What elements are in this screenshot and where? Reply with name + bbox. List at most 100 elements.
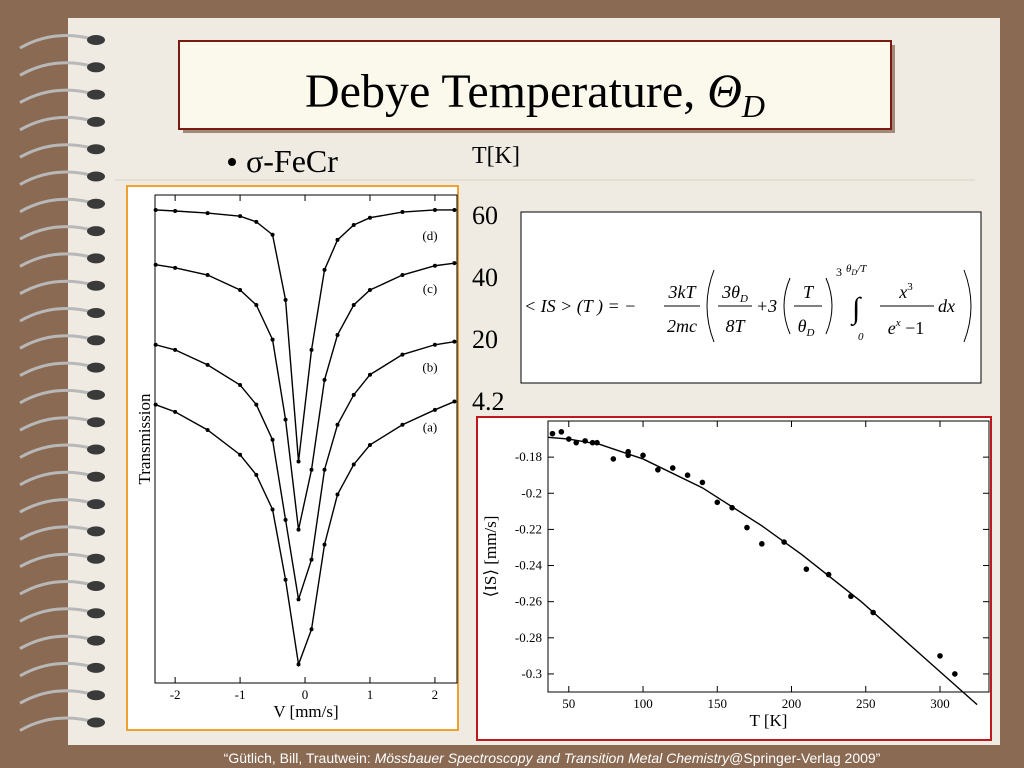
plot-area: [547, 420, 990, 693]
spectrum-point: [270, 507, 275, 512]
spectrum-point: [367, 372, 372, 377]
y-tick-label: -0.24: [515, 558, 543, 573]
spectrum-point: [270, 337, 275, 342]
title-box: [178, 40, 892, 130]
formula-upper: θD/T: [846, 263, 867, 277]
spectrum-point: [309, 627, 314, 632]
charts: -2 -1 0 1 2 V [mm/s] Transmission (d) (c) (b) (a) 5…: [135, 194, 990, 730]
ring-hole: [87, 662, 105, 673]
ring-hole: [87, 635, 105, 646]
x-tick-label: 50: [562, 696, 575, 711]
spectrum-point: [270, 232, 275, 237]
x-tick-label: 2: [432, 687, 439, 702]
paren: [825, 277, 833, 335]
binder: [19, 34, 105, 732]
upper-rest: /T: [856, 263, 867, 275]
ring-hole: [87, 116, 105, 127]
spectrum-point: [283, 517, 288, 522]
y-axis-label: ⟨IS⟩ [mm/s]: [481, 516, 500, 598]
spectrum-point: [322, 377, 327, 382]
ring-hole: [87, 362, 105, 373]
temperature: 60: [472, 201, 498, 230]
formula-plus: +3: [756, 296, 777, 316]
bullet-text: σ-FeCr: [246, 143, 338, 179]
ring-hole: [87, 690, 105, 701]
spectrum-point: [254, 219, 259, 224]
spectrum-point: [351, 462, 356, 467]
y-tick-label: -0.28: [515, 630, 542, 645]
spectrum-point: [205, 427, 210, 432]
spectrum-point: [254, 402, 259, 407]
spectrum-point: [238, 452, 243, 457]
x-tick-label: 300: [930, 696, 950, 711]
ring-hole: [87, 335, 105, 346]
ring-hole: [87, 280, 105, 291]
ring-hole: [87, 444, 105, 455]
spectrum-point: [173, 265, 178, 270]
spectrum-point: [400, 352, 405, 357]
data-point: [655, 466, 661, 473]
ring-hole: [87, 499, 105, 510]
spectrum-point: [296, 662, 301, 667]
spectrum-point: [254, 302, 259, 307]
spectrum-point: [296, 527, 301, 532]
bullet-dot: [228, 158, 236, 166]
data-point: [952, 671, 958, 677]
spectrum-point: [335, 332, 340, 337]
den-sub: D: [805, 327, 814, 339]
spectrum-line: [155, 209, 455, 462]
x-tick-label: 100: [633, 696, 653, 711]
ring-hole: [87, 253, 105, 264]
spectrum-point: [205, 362, 210, 367]
spectrum-point: [335, 422, 340, 427]
paren: [963, 269, 972, 343]
y-axis-label: Transmission: [135, 393, 154, 485]
spectrum-point: [238, 383, 243, 388]
spectrum-point: [238, 288, 243, 293]
formula-lower: 0: [858, 331, 864, 343]
data-point: [640, 452, 646, 459]
spectrum-point: [309, 467, 314, 472]
x-tick-label: 200: [782, 696, 802, 711]
spectrum-point: [309, 347, 314, 352]
y-tick-label: -0.18: [515, 449, 542, 464]
num: x: [898, 282, 907, 302]
ring-hole: [87, 226, 105, 237]
ring-hole: [87, 89, 105, 100]
curve-label: (b): [422, 360, 437, 375]
formula-num: 3θD: [721, 282, 748, 305]
data-point: [744, 524, 750, 531]
data-point: [549, 430, 556, 437]
spectrum-point: [367, 442, 372, 447]
ring-hole: [87, 198, 105, 209]
den: θ: [798, 316, 807, 336]
spectrum-point: [238, 214, 243, 219]
data-point: [937, 653, 943, 659]
upper-sub: D: [850, 268, 857, 277]
spectrum-line: [155, 400, 455, 668]
spectrum-point: [205, 273, 210, 278]
temperature-header: T[K]: [472, 143, 520, 169]
chart-frame: [476, 416, 992, 741]
curve-label: (d): [422, 228, 437, 243]
spectrum-point: [173, 409, 178, 414]
footer-book: Mössbauer Spectroscopy and Transition Me…: [375, 750, 731, 766]
spectrum-point: [173, 347, 178, 352]
x-tick-label: 250: [856, 696, 876, 711]
den-rest: −1: [901, 318, 925, 338]
spectrum-point: [322, 542, 327, 547]
data-point: [825, 571, 832, 578]
y-tick-label: -0.2: [521, 485, 542, 500]
x-tick-label: -1: [235, 687, 246, 702]
data-point: [803, 566, 810, 572]
spectrum-point: [452, 207, 457, 212]
spectrum-point: [283, 577, 288, 582]
plot-area: [154, 194, 458, 684]
formula-den: ex −1: [888, 317, 925, 338]
spectrum-point: [432, 407, 437, 412]
ring-hole: [87, 526, 105, 537]
den: e: [888, 318, 896, 338]
formula-num: T: [803, 282, 815, 302]
data-point: [759, 541, 765, 547]
